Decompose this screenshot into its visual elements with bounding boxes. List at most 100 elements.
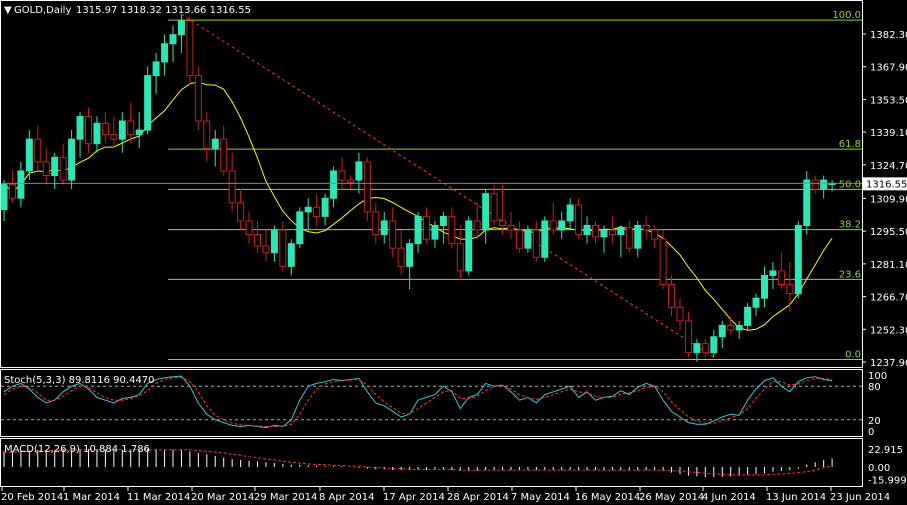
date-tick-label: 23 Jun 2014 [830, 492, 890, 503]
candle-body [152, 61, 160, 77]
candle-body [144, 75, 152, 131]
price-tick-label: 1295.50 [870, 227, 907, 238]
candle [794, 220, 802, 299]
macd-panel-frame [0, 438, 863, 487]
candle-body [254, 234, 261, 247]
candle [693, 339, 701, 362]
date-tick-label: 20 Mar 2014 [191, 492, 254, 503]
candle [211, 130, 219, 167]
candle [617, 225, 625, 258]
candle [254, 220, 261, 253]
candle-body [313, 206, 321, 217]
macd-title: MACD(12,26,9) 10.884 1.786 [4, 444, 150, 455]
candle-body [794, 224, 802, 295]
price-tick-label: 1309.90 [870, 194, 907, 205]
price-axis: 1382.30 1367.90 1353.50 1339.10 1324.70 1309.… [862, 30, 907, 369]
candle [355, 152, 363, 194]
candle-body [245, 220, 253, 236]
fib-label-23.6: 23.6 [839, 269, 861, 280]
date-tick-label: 13 Jun 2014 [766, 492, 826, 503]
candle-body [634, 224, 642, 249]
macd-tick-label: 0.00 [868, 463, 890, 474]
candle [727, 316, 735, 335]
date-tick-label: 29 Mar 2014 [254, 492, 317, 503]
price-tick-label: 1237.90 [870, 358, 907, 369]
candle [820, 175, 828, 199]
candle-body [363, 161, 371, 213]
candle-body [735, 324, 743, 331]
candle-body [693, 343, 701, 354]
candle [118, 111, 126, 153]
stoch-main-line [3, 375, 833, 429]
candle-body [287, 243, 295, 267]
candle [101, 111, 109, 144]
candle [304, 198, 312, 231]
candle-body [465, 220, 473, 272]
candle-body [17, 170, 25, 199]
candle [575, 198, 583, 240]
date-axis: 20 Feb 2014 1 Mar 2014 11 Mar 2014 20 Mar 2… [1, 487, 890, 503]
date-tick-label: 28 Apr 2014 [447, 492, 509, 503]
candle [0, 180, 8, 221]
candle-body [684, 320, 692, 354]
candle-body [338, 170, 346, 181]
candle [186, 16, 194, 85]
candle [676, 298, 684, 330]
candle-body [668, 284, 676, 308]
dropdown-arrow-icon[interactable]: ▼ [4, 5, 12, 16]
candle-body [811, 179, 819, 190]
candle-body [482, 193, 490, 231]
candle-body [524, 229, 532, 249]
candle [668, 275, 676, 317]
candle-body [228, 170, 236, 204]
candle-body [777, 270, 785, 286]
candle-body [161, 43, 169, 63]
candle [169, 25, 177, 62]
candle-body [592, 224, 599, 238]
candle [313, 193, 321, 226]
candle [25, 130, 33, 181]
candle-body [346, 179, 354, 183]
candle [59, 143, 67, 185]
candle [583, 216, 591, 244]
candle [456, 225, 464, 280]
candle [135, 111, 143, 149]
candle [431, 220, 439, 249]
macd-axis: 22.915 0.00 -15.999 [868, 445, 907, 487]
candle [482, 189, 490, 244]
candle-body [59, 156, 67, 181]
candle [532, 220, 540, 262]
candle [127, 102, 135, 144]
candle-body [51, 156, 59, 177]
date-tick-label: 17 Apr 2014 [383, 492, 445, 503]
candle-body [296, 211, 304, 245]
candle-body [169, 34, 177, 45]
candle [245, 211, 253, 244]
candle [558, 211, 566, 240]
candle-body [608, 229, 616, 236]
candle [566, 198, 574, 231]
candle-body [68, 138, 76, 181]
candle-body [625, 227, 633, 249]
candle [524, 225, 532, 253]
candle-body [769, 270, 777, 276]
price-tick-label: 1266.70 [870, 293, 907, 304]
stoch-signal-line [3, 376, 833, 427]
candle [220, 125, 228, 176]
price-tick-label: 1353.50 [870, 95, 907, 106]
candle [439, 211, 447, 244]
candle [279, 220, 287, 271]
candle-body [642, 224, 650, 231]
candle-body [499, 220, 507, 226]
candle-body [406, 243, 414, 267]
candle [499, 184, 507, 235]
candle [465, 216, 473, 276]
candle [363, 157, 371, 221]
candle-body [203, 120, 211, 149]
candle [330, 166, 338, 208]
candle [769, 261, 777, 290]
candle-body [177, 20, 185, 36]
stoch-panel-frame [0, 369, 863, 437]
